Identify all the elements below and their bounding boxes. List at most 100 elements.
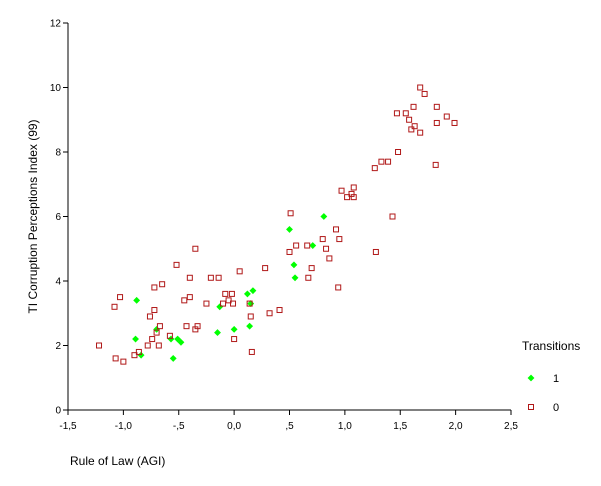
data-point <box>181 297 188 304</box>
data-point <box>309 242 317 249</box>
y-tick-label: 10 <box>50 83 62 94</box>
axes <box>67 23 511 411</box>
x-tick-label: 2,0 <box>449 421 463 432</box>
data-point <box>411 123 418 130</box>
data-point <box>177 338 185 346</box>
data-point <box>151 307 158 314</box>
data-points <box>96 84 458 365</box>
data-point <box>174 335 182 343</box>
data-point <box>151 284 158 291</box>
series-1 <box>132 213 328 362</box>
data-point <box>276 307 283 314</box>
data-point <box>249 287 257 295</box>
data-point <box>287 210 294 217</box>
y-tick-label: 6 <box>55 212 61 223</box>
y-tick-label: 12 <box>50 19 62 30</box>
y-tick-label: 8 <box>55 148 61 159</box>
data-point <box>421 90 428 97</box>
legend-title: Transitions <box>522 339 580 353</box>
x-tick-label: ,5 <box>285 421 294 432</box>
data-point <box>131 352 138 359</box>
legend-marker <box>528 404 534 410</box>
data-point <box>410 103 417 110</box>
data-point <box>246 300 253 307</box>
data-point <box>266 310 273 317</box>
data-point <box>336 236 343 243</box>
data-point <box>389 213 396 220</box>
data-point <box>290 261 298 269</box>
legend-marker <box>527 374 535 382</box>
data-point <box>166 332 173 339</box>
y-tick-label: 4 <box>55 277 61 288</box>
data-point <box>146 313 153 320</box>
data-point <box>216 303 224 311</box>
data-point <box>183 323 190 330</box>
data-point <box>225 297 232 304</box>
data-point <box>215 274 222 281</box>
legend-item: 0 <box>528 402 559 414</box>
data-point <box>248 348 255 355</box>
data-point <box>433 119 440 126</box>
data-point <box>417 129 424 136</box>
data-point <box>203 300 210 307</box>
data-point <box>132 335 139 343</box>
x-tick-label: -1,5 <box>59 421 77 432</box>
data-point <box>155 342 162 349</box>
x-tick-label: -1,0 <box>115 421 133 432</box>
data-point <box>173 261 180 268</box>
x-tick-label: 1,5 <box>393 421 407 432</box>
x-axis-title: Rule of Law (AGI) <box>70 454 165 468</box>
data-point <box>293 242 300 249</box>
data-point <box>372 248 379 255</box>
data-point <box>96 342 103 349</box>
data-point <box>393 110 400 117</box>
data-point <box>433 103 440 110</box>
data-point <box>231 336 238 343</box>
data-point <box>305 274 312 281</box>
data-point <box>286 225 293 233</box>
data-point <box>451 119 458 126</box>
data-point <box>333 226 340 233</box>
legend-label: 0 <box>553 402 559 414</box>
data-point <box>308 265 315 272</box>
data-point <box>135 348 142 355</box>
data-point <box>319 236 326 243</box>
legend: Transitions 1 0 <box>522 339 580 414</box>
data-point <box>443 113 450 120</box>
data-point <box>402 110 409 117</box>
data-point <box>432 161 439 168</box>
data-point <box>395 149 402 155</box>
data-point <box>156 323 163 330</box>
data-point <box>214 329 221 337</box>
data-point <box>344 194 351 201</box>
data-point <box>186 274 193 281</box>
data-point <box>286 248 293 255</box>
data-point <box>186 294 193 301</box>
data-point <box>408 126 415 133</box>
data-point <box>167 335 175 343</box>
data-point <box>159 281 166 288</box>
data-point <box>153 329 160 336</box>
axis-ticks: -1,5 -1,0 -,5 0,0 ,5 1,0 1,5 2,0 2,5 0 2 4 6 8 10 12 <box>50 19 519 433</box>
data-point <box>144 342 151 349</box>
data-point <box>220 300 227 307</box>
data-point <box>133 296 141 304</box>
data-point <box>236 268 243 275</box>
data-point <box>222 290 229 297</box>
data-point <box>371 165 378 172</box>
data-point <box>406 116 413 123</box>
data-point <box>149 336 156 343</box>
data-point <box>323 245 330 252</box>
data-point <box>112 355 119 362</box>
data-point <box>350 184 357 191</box>
x-tick-label: 0,0 <box>227 421 241 432</box>
legend-label: 1 <box>553 373 559 385</box>
y-axis-title: TI Corruption Perceptions Index (99) <box>26 119 40 313</box>
data-point <box>320 213 328 220</box>
data-point <box>207 274 214 281</box>
data-point <box>246 322 254 330</box>
data-point <box>243 290 251 298</box>
data-point <box>350 194 357 201</box>
